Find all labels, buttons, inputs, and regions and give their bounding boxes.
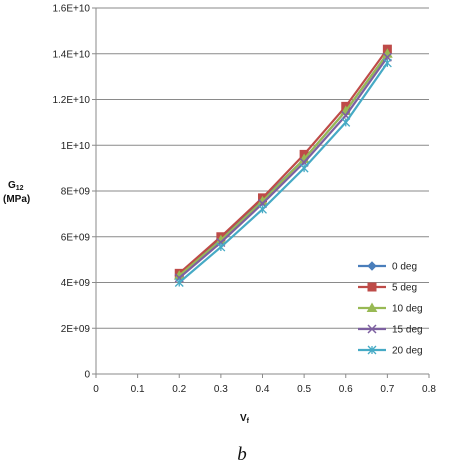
series-line-0-deg xyxy=(178,53,389,277)
series-line-5-deg xyxy=(178,48,389,275)
y-tick-label: 1.2E+10 xyxy=(52,95,90,106)
x-tick-label: 0.3 xyxy=(214,384,228,395)
figure-caption: b xyxy=(237,444,247,464)
legend-label-0-deg: 0 deg xyxy=(392,262,417,273)
series-line-20-deg xyxy=(178,62,389,284)
x-tick-label: 0 xyxy=(93,384,99,395)
legend-marker-20-deg xyxy=(367,345,377,355)
y-tick-label: 0 xyxy=(84,370,90,381)
y-tick-label: 4E+09 xyxy=(61,278,91,289)
x-axis-title: Vf xyxy=(240,413,250,425)
series-line-15-deg xyxy=(178,56,389,279)
legend-marker-0-deg xyxy=(367,261,377,271)
series-line-10-deg xyxy=(178,53,389,277)
y-tick-label: 1.4E+10 xyxy=(52,49,90,60)
x-tick-label: 0.6 xyxy=(339,384,353,395)
y-tick-label: 8E+09 xyxy=(61,187,91,198)
y-tick-label: 6E+09 xyxy=(61,232,91,243)
y-axis-title-main: G xyxy=(8,180,16,191)
x-tick-label: 0.5 xyxy=(297,384,311,395)
x-tick-label: 0.7 xyxy=(380,384,394,395)
x-axis-title-subscript: f xyxy=(247,418,250,425)
data-point-20-deg xyxy=(216,242,226,252)
data-point-20-deg xyxy=(382,58,392,68)
legend-label-20-deg: 20 deg xyxy=(392,346,423,357)
legend-label-5-deg: 5 deg xyxy=(392,283,417,294)
axes xyxy=(92,7,430,378)
data-point-20-deg xyxy=(341,117,351,127)
x-tick-label: 0.4 xyxy=(256,384,270,395)
y-tick-label: 1.6E+10 xyxy=(52,4,90,15)
x-tick-label: 0.1 xyxy=(131,384,145,395)
x-tick-label: 0.8 xyxy=(422,384,436,395)
data-point-20-deg xyxy=(299,163,309,173)
data-point-20-deg xyxy=(174,278,184,287)
y-tick-label: 1E+10 xyxy=(61,141,91,152)
x-axis-title-main: V xyxy=(240,413,247,424)
y-axis-unit: (MPa) xyxy=(3,194,30,205)
legend-marker-5-deg xyxy=(367,282,377,292)
data-point-20-deg xyxy=(258,204,267,214)
legend-label-15-deg: 15 deg xyxy=(392,325,423,336)
legend-marker-15-deg xyxy=(367,324,377,334)
y-axis-title-subscript: 12 xyxy=(16,185,24,192)
y-axis-title: G12 xyxy=(8,180,24,192)
tick-labels: 0 2E+09 4E+09 6E+09 8E+09 1E+10 1.2E+10 1.4E+10… xyxy=(52,4,436,396)
legend: 0 deg 5 deg 10 deg 15 deg 20 deg xyxy=(358,261,423,357)
legend-marker-10-deg xyxy=(366,302,378,312)
gridlines xyxy=(96,7,429,329)
y-tick-label: 2E+09 xyxy=(61,324,91,335)
legend-label-10-deg: 10 deg xyxy=(392,304,423,315)
plot-area xyxy=(173,44,393,287)
x-tick-label: 0.2 xyxy=(172,384,186,395)
